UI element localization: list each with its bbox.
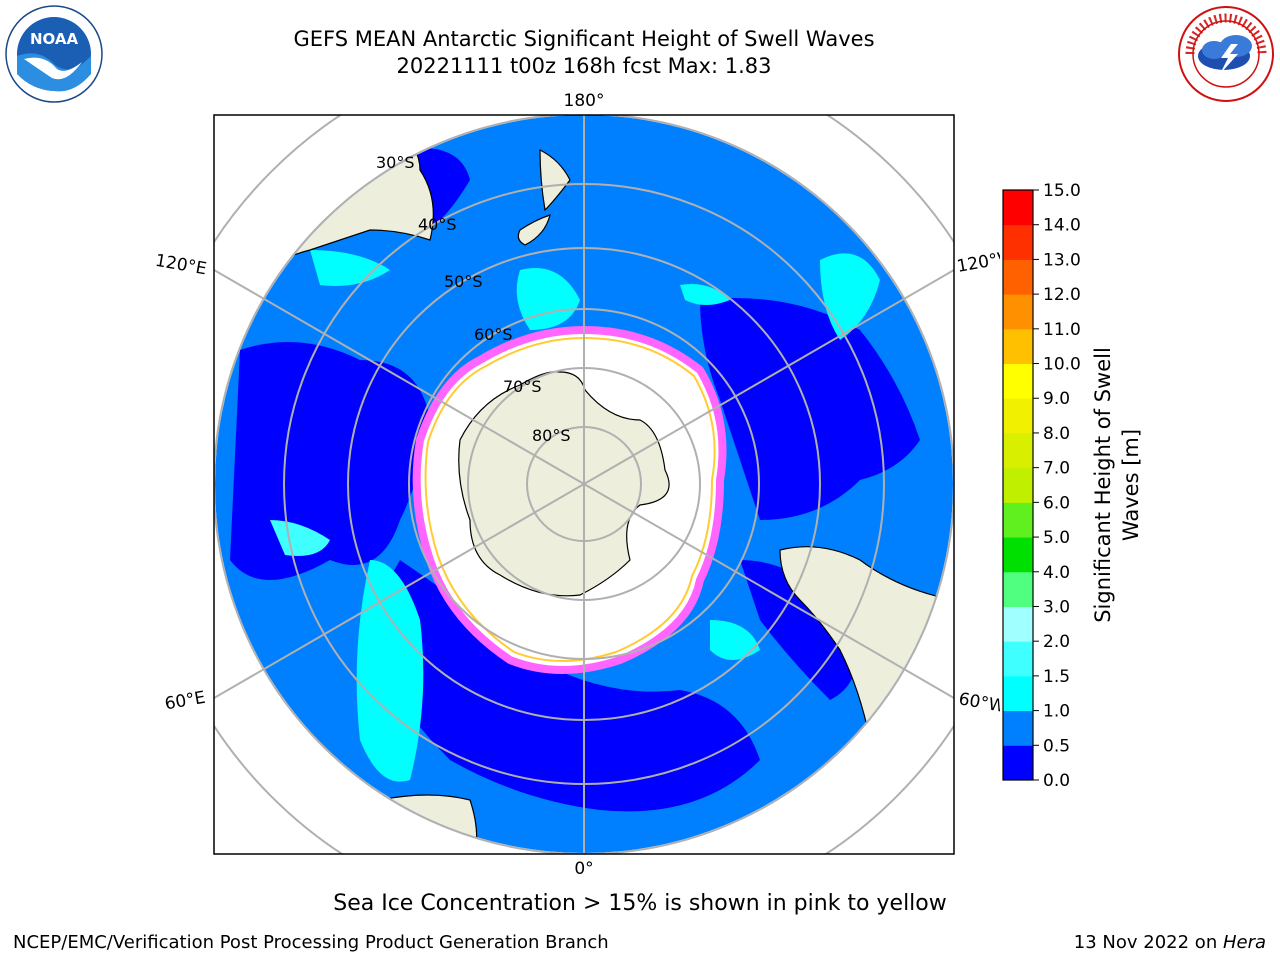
noaa-logo: NOAA xyxy=(5,5,103,103)
colorbar-tick-label: 7.0 xyxy=(1043,459,1070,479)
colorbar-bin xyxy=(1003,432,1033,469)
colorbar-tick-label: 11.0 xyxy=(1043,320,1081,340)
colorbar-tick-label: 10.0 xyxy=(1043,355,1081,375)
colorbar-bins xyxy=(1003,190,1033,781)
colorbar-bin xyxy=(1003,606,1033,642)
footer-date-text: 13 Nov 2022 on xyxy=(1073,932,1223,953)
lat-label-30s: 30°S xyxy=(376,153,415,172)
lon-label-left-lower: 60°E xyxy=(163,688,207,715)
colorbar-tick-label: 13.0 xyxy=(1043,250,1081,270)
colorbar-bin xyxy=(1003,745,1033,781)
colorbar-tick-label: 2.0 xyxy=(1043,632,1070,652)
colorbar-ticks: 15.0 14.0 13.0 12.0 11.0 10.0 9.0 8.0 7.0 6.0 5.0 4… xyxy=(1033,181,1081,791)
lat-label-60s: 60°S xyxy=(474,325,513,344)
footer-date: 13 Nov 2022 on Hera xyxy=(1074,932,1266,953)
colorbar-bin xyxy=(1003,641,1033,677)
low-swell-area-atlantic xyxy=(740,560,857,700)
lon-label-bottom: 0° xyxy=(574,859,593,879)
footer-host: Hera xyxy=(1222,932,1266,953)
colorbar-label-line-2: Waves [m] xyxy=(1119,429,1143,541)
colorbar-tick-label: 3.0 xyxy=(1043,597,1070,617)
colorbar-bin xyxy=(1003,224,1033,260)
swell-patch-6 xyxy=(680,284,730,305)
title-line-1: GEFS MEAN Antarctic Significant Height o… xyxy=(293,27,875,51)
swell-patch-7 xyxy=(270,520,330,556)
colorbar-tick-label: 1.0 xyxy=(1043,702,1070,722)
swell-patch-4 xyxy=(310,250,390,286)
longitude-grid xyxy=(214,115,954,854)
colorbar-bin xyxy=(1003,259,1033,295)
lon-label-left-upper: 120°E xyxy=(154,251,208,280)
colorbar-bin xyxy=(1003,363,1033,399)
colorbar-tick-label: 8.0 xyxy=(1043,424,1070,444)
colorbar: 15.0 14.0 13.0 12.0 11.0 10.0 9.0 8.0 7.0 6.0 5.0 4… xyxy=(1002,181,1143,791)
lat-label-70s: 70°S xyxy=(503,377,542,396)
sea-ice-caption: Sea Ice Concentration > 15% is shown in … xyxy=(333,891,947,916)
colorbar-tick-label: 0.0 xyxy=(1043,771,1070,791)
land-new-zealand xyxy=(517,149,571,246)
colorbar-bin xyxy=(1003,398,1033,434)
colorbar-tick-label: 6.0 xyxy=(1043,493,1070,513)
title-line-2: 20221111 t00z 168h fcst Max: 1.83 xyxy=(396,54,772,78)
colorbar-bin xyxy=(1003,294,1033,330)
colorbar-tick-label: 15.0 xyxy=(1043,181,1081,201)
lat-label-50s: 50°S xyxy=(444,272,483,291)
colorbar-tick-label: 4.0 xyxy=(1043,563,1070,583)
colorbar-bin xyxy=(1003,467,1033,503)
colorbar-tick-label: 9.0 xyxy=(1043,389,1070,409)
swell-patch-5 xyxy=(710,620,760,660)
map-frame xyxy=(213,114,955,855)
colorbar-tick-label: 1.5 xyxy=(1043,667,1070,687)
colorbar-bin xyxy=(1003,190,1033,226)
colorbar-bin xyxy=(1003,502,1033,538)
colorbar-bin xyxy=(1003,571,1033,607)
lat-label-40s: 40°S xyxy=(418,215,457,234)
colorbar-tick-label: 12.0 xyxy=(1043,285,1081,305)
low-swell-area-indian xyxy=(230,342,430,580)
colorbar-bin xyxy=(1003,328,1033,365)
noaa-logo-text: NOAA xyxy=(30,30,79,48)
colorbar-tick-label: 0.5 xyxy=(1043,736,1070,756)
polar-map: 30°S 40°S 50°S 60°S 70°S 80°S 180° 0° 12… xyxy=(154,91,1000,879)
swell-patch-2 xyxy=(516,268,580,330)
nws-logo xyxy=(1178,6,1274,102)
colorbar-bin xyxy=(1003,710,1033,746)
colorbar-label-line-1: Significant Height of Swell xyxy=(1091,347,1115,623)
colorbar-frame xyxy=(1002,189,1034,781)
lon-label-top: 180° xyxy=(564,91,605,111)
land-antarctica xyxy=(458,371,670,597)
colorbar-tick-label: 14.0 xyxy=(1043,216,1081,236)
colorbar-tick-label: 5.0 xyxy=(1043,528,1070,548)
colorbar-bin xyxy=(1003,675,1033,712)
low-swell-area-south xyxy=(360,560,760,812)
lat-label-80s: 80°S xyxy=(532,426,571,445)
low-swell-area-pacific xyxy=(700,298,920,520)
footer-credit: NCEP/EMC/Verification Post Processing Pr… xyxy=(13,932,609,953)
colorbar-bin xyxy=(1003,537,1033,573)
